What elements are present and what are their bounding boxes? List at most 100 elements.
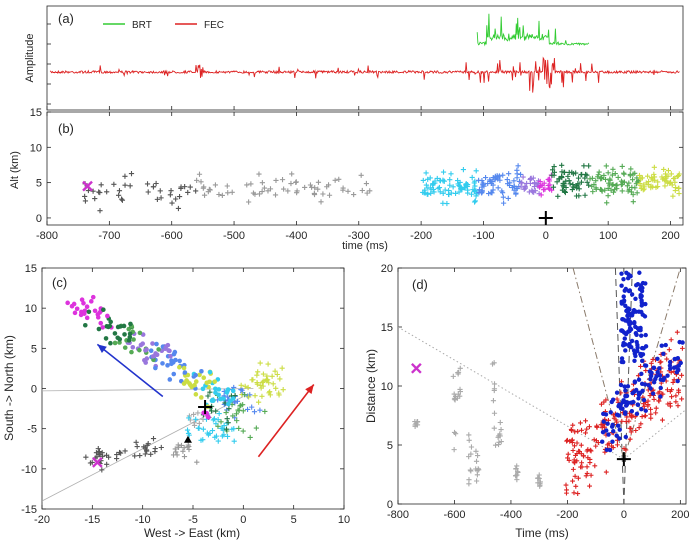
distance-point [601,411,606,417]
x-tick-label: -600 [443,509,465,521]
location-point [88,299,94,304]
alt-point [97,208,103,214]
alt-point [259,188,265,195]
distance-point [451,447,457,453]
alt-point [619,163,625,170]
distance-point [671,365,677,370]
alt-point [514,171,520,177]
distance-point [455,369,461,376]
alt-point [272,192,279,198]
location-point [108,340,113,346]
location-point [74,306,80,312]
distance-point [636,396,641,401]
distance-point [667,359,673,365]
alt-point [118,196,125,202]
distance-point [674,329,680,335]
distance-point [584,426,590,432]
alt-point [85,187,92,194]
distance-point [619,356,625,361]
alt-point [565,173,571,179]
location-point [170,452,177,458]
alt-point [630,199,636,205]
distance-point [655,390,661,396]
distance-point [641,346,646,351]
distance-point [653,405,659,411]
guide-lines [398,268,686,504]
location-point [150,341,155,346]
alt-point [456,189,462,195]
alt-point [485,180,491,187]
location-point [230,413,236,419]
alt-point [636,172,643,179]
panel-c-xlabel: West -> East (km) [144,526,240,540]
alt-point [551,163,557,170]
distance-point [595,440,601,445]
panel-d: (d) Distance (km) Time (ms) -800 -600 -400… [364,263,690,540]
distance-point [474,452,481,459]
alt-point [618,178,625,184]
location-point [208,408,215,414]
x-tick-label: -400 [285,230,307,242]
alt-point [662,183,668,189]
distance-point [623,447,629,453]
alt-point [607,177,613,183]
alt-point [82,198,89,204]
alt-point [428,190,434,196]
x-tick-label: 200 [671,509,689,521]
alt-point [307,182,314,188]
y-tick-label: -15 [21,504,37,516]
location-point [200,426,206,432]
distance-point [457,365,463,371]
location-point [198,395,204,400]
location-point [229,426,235,432]
location-point [210,417,216,423]
alt-point [555,193,561,199]
alt-point [665,167,672,174]
location-point [198,437,204,443]
distance-point [643,281,648,286]
alt-point [424,191,430,197]
alt-point [302,184,308,191]
location-point [221,422,227,429]
location-point [98,320,104,326]
alt-point [363,180,370,187]
alt-point [527,175,534,182]
alt-point [315,186,321,192]
alt-point [472,178,478,184]
alt-point [676,190,682,197]
distance-point [453,431,459,437]
distance-point [412,422,418,428]
alt-point [473,168,479,174]
alt-point [324,184,330,190]
alt-point [596,169,602,175]
distance-point [623,394,628,399]
alt-point [601,172,607,179]
alt-point [187,184,193,190]
distance-point [599,425,605,431]
distance-point [623,348,628,353]
distance-point [648,360,654,366]
location-point [253,425,259,431]
distance-point [679,372,685,378]
alt-point [582,192,588,198]
location-point [115,324,121,330]
distance-point [639,298,644,303]
panel-a: (a) Amplitude BRT FEC [24,5,684,111]
alt-point [128,171,135,177]
location-point [131,337,136,342]
location-point [81,301,86,306]
location-point [192,382,197,388]
red-arrow [257,383,315,458]
alt-point [364,190,370,196]
guide-line [623,268,633,504]
alt-point [574,185,580,191]
alt-point [598,174,604,181]
distance-point [627,307,632,312]
location-point [266,390,272,396]
alt-point [487,177,493,183]
alt-point [473,193,479,199]
distance-point [648,406,653,412]
alt-point [157,188,163,194]
location-point [99,450,105,456]
